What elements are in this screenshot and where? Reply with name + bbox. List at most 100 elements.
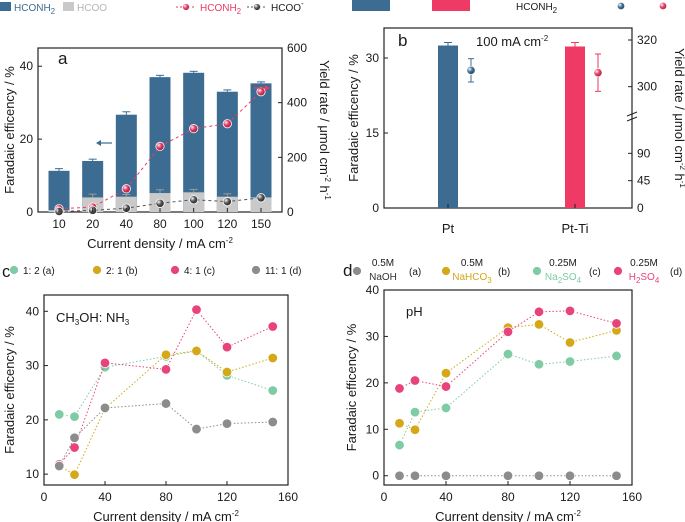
legend-dot-yield-formate	[253, 3, 261, 11]
legend-swatch-formamide	[0, 2, 11, 11]
legend-label-3: 11: 1 (d)	[265, 266, 302, 277]
legend-sublabel-2-part: SO	[562, 272, 577, 283]
series-point-1	[160, 349, 172, 360]
bar-formamide-fe	[216, 91, 238, 212]
legend-sublabel-2: Na2SO4	[545, 272, 582, 285]
arrow-head-left	[96, 140, 101, 146]
series-point-0	[611, 470, 622, 481]
x-tick-label: 80	[159, 490, 173, 504]
x-tick-label: 20	[86, 217, 100, 231]
y2-tick-label: 0	[287, 205, 294, 219]
y2-tick-label: 0	[637, 201, 644, 215]
x-tick-label: 40	[98, 490, 112, 504]
y-tick-label: 20	[20, 132, 34, 146]
y-tick-label: 30	[26, 359, 40, 373]
series-point-2	[99, 357, 111, 369]
y-tick-label: 40	[20, 59, 34, 73]
annotation-ratio: CH3OH: NH3	[56, 310, 130, 327]
series-point-1	[191, 345, 202, 357]
series-point-2	[191, 304, 202, 315]
x-axis-label-part: Current density / mA cm	[87, 236, 226, 251]
y2-tick-label: 600	[287, 41, 307, 55]
annotation-ph: pH	[406, 304, 423, 319]
panel-letter: c	[2, 262, 11, 281]
series-point-3	[533, 306, 545, 318]
annotation-ratio-part: CH	[56, 310, 75, 325]
y2-axis-label: Yield rate / μmol cm-2 h-1	[317, 60, 332, 200]
legend-label-0: 0.5M	[372, 258, 394, 269]
plot-frame	[383, 27, 633, 209]
yield-formamide-point	[121, 184, 131, 194]
series-point-1	[440, 367, 452, 379]
axis-break-mark	[626, 111, 638, 117]
legend-label-1: 0.5M	[461, 258, 483, 269]
panel-letter: b	[398, 31, 407, 50]
series-point-3	[54, 460, 65, 472]
yield-formate-point	[189, 195, 199, 205]
y2-tick-label: 45	[637, 174, 651, 188]
legend-dot-1	[441, 266, 451, 276]
series-point-0	[267, 385, 278, 396]
legend-dot-pt	[616, 1, 626, 11]
series-point-2	[533, 359, 545, 370]
legend-dot-0	[9, 265, 19, 275]
legend-dot-0	[352, 266, 362, 276]
series-point-2	[267, 321, 278, 332]
legend-label-formamide-part: HCONH	[14, 3, 51, 14]
y-axis-label: Faradaic efficency / %	[2, 326, 17, 454]
series-point-3	[69, 432, 80, 443]
x-tick-label: 100	[184, 217, 204, 231]
legend-label-formamide: HCONH2	[516, 2, 558, 15]
x-tick-label: 0	[381, 490, 388, 504]
legend-label-yield-formamide: HCONH2	[200, 3, 242, 16]
legend-label-2: 0.25M	[549, 258, 577, 269]
y-axis-label: Faradaic efficency / %	[346, 54, 361, 182]
x-axis-label: Current density / mA cm-2	[87, 236, 233, 251]
series-point-2	[160, 364, 172, 375]
bar-formamide-fe	[183, 72, 205, 212]
yield-point-pt-ti	[593, 68, 603, 78]
y2-tick-label: 90	[637, 146, 651, 160]
legend-sublabel-2-part: 4	[577, 276, 582, 285]
legend-label-formamide-part: 2	[51, 7, 56, 16]
legend-label-2: 4: 1 (c)	[184, 266, 215, 277]
annotation-current-density: 100 mA cm-2	[476, 34, 549, 49]
legend-label-formamide: HCONH2	[14, 3, 56, 16]
y2-axis-label-part: Yield rate / μmol cm	[672, 48, 685, 163]
series-point-2	[394, 439, 405, 451]
legend-label-yield-formate-part: HCOO	[271, 3, 301, 14]
y2-axis-label-part: -1	[678, 181, 685, 189]
y2-axis-label-part: -2	[323, 175, 332, 183]
series-point-0	[54, 409, 65, 420]
series-point-2	[409, 406, 421, 418]
legend-sublabel-1-part: NaHCO	[452, 272, 487, 283]
y-tick-label: 0	[372, 201, 379, 215]
series-point-3	[99, 402, 111, 414]
arrow-head-right	[265, 85, 270, 91]
yield-point-pt	[466, 65, 476, 75]
legend-sublabel-3-part: H	[629, 272, 636, 283]
legend-label-yield-formamide-part: HCONH	[200, 3, 237, 14]
series-point-3	[440, 381, 452, 392]
legend-sublabel-3: H2SO4	[629, 272, 660, 285]
annotation-ratio-part: 3	[75, 318, 80, 327]
series-point-0	[502, 470, 514, 481]
series-line-1	[399, 323, 617, 431]
legend-label-formate-part: HCOO	[77, 3, 107, 14]
x-axis-label-part: -2	[226, 236, 234, 245]
y-tick-label: 30	[366, 51, 380, 65]
legend-tag-2: (c)	[589, 267, 601, 278]
bar-formamide-fe	[250, 83, 272, 213]
bar-pt-ti-fe	[565, 46, 585, 208]
series-point-1	[409, 424, 421, 435]
series-point-1	[394, 418, 405, 429]
x-tick-label: 80	[501, 490, 515, 504]
y2-tick-label: 200	[287, 150, 307, 164]
legend-tag-1: (b)	[498, 267, 510, 278]
series-point-2	[440, 402, 452, 414]
legend-dot-yield-formamide	[182, 3, 190, 11]
legend-sublabel-1: NaHCO3	[452, 272, 492, 285]
y2-axis-label-part: h	[672, 170, 685, 181]
